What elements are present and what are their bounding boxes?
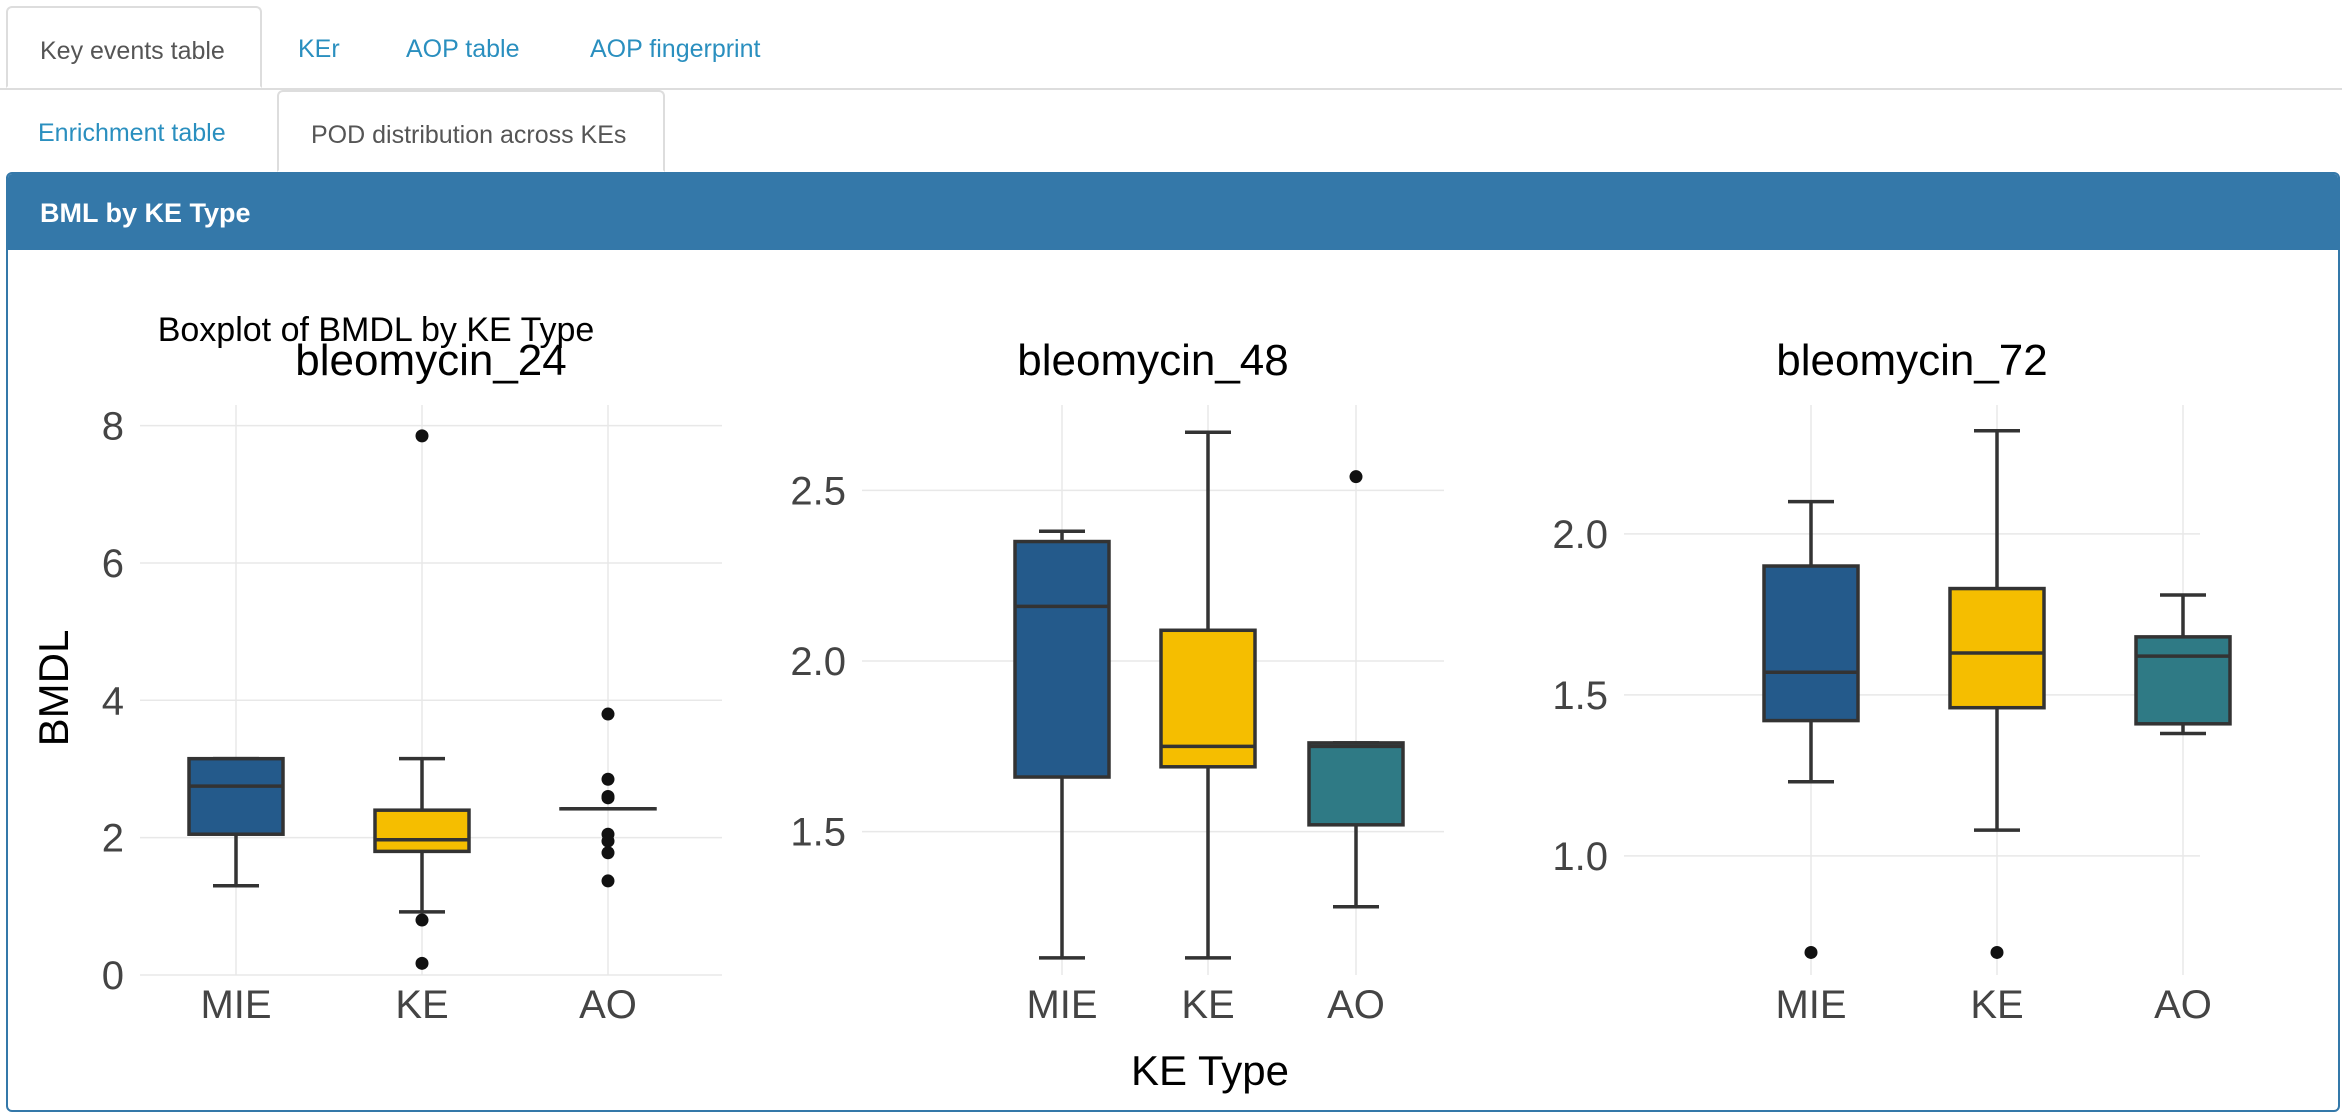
x-tick-label: KE bbox=[1181, 983, 1234, 1027]
outlier-point bbox=[416, 914, 429, 927]
box-mie bbox=[1015, 531, 1109, 958]
box-body bbox=[1015, 542, 1109, 778]
box-body bbox=[375, 810, 469, 851]
outlier-point bbox=[602, 708, 615, 721]
outlier-point bbox=[1350, 470, 1363, 483]
box-body bbox=[1764, 566, 1858, 721]
box-ao bbox=[2136, 595, 2230, 733]
y-tick-label: 2.5 bbox=[790, 469, 846, 513]
x-axis-label: KE Type bbox=[1131, 1047, 1289, 1094]
outlier-point bbox=[1805, 946, 1818, 959]
x-tick-label: MIE bbox=[1775, 983, 1846, 1027]
y-tick-label: 8 bbox=[102, 405, 124, 449]
outlier-point bbox=[602, 846, 615, 859]
outlier-point bbox=[1991, 946, 2004, 959]
box-body bbox=[189, 759, 283, 835]
box-body bbox=[2136, 637, 2230, 724]
facet-title: bleomycin_24 bbox=[295, 336, 567, 385]
y-tick-label: 0 bbox=[102, 954, 124, 998]
y-axis-label: BMDL bbox=[30, 630, 77, 747]
facet-title: bleomycin_48 bbox=[1017, 336, 1289, 385]
x-tick-label: KE bbox=[395, 983, 448, 1027]
outlier-point bbox=[416, 429, 429, 442]
y-tick-label: 2 bbox=[102, 817, 124, 861]
y-tick-label: 1.0 bbox=[1552, 835, 1608, 879]
y-tick-label: 1.5 bbox=[1552, 674, 1608, 718]
x-tick-label: AO bbox=[1327, 983, 1385, 1027]
x-tick-label: KE bbox=[1970, 983, 2023, 1027]
box-ke bbox=[1161, 432, 1255, 958]
outlier-point bbox=[416, 957, 429, 970]
y-tick-label: 6 bbox=[102, 542, 124, 586]
x-tick-label: MIE bbox=[1026, 983, 1097, 1027]
outlier-point bbox=[602, 791, 615, 804]
y-tick-label: 2.0 bbox=[1552, 513, 1608, 557]
outlier-point bbox=[602, 773, 615, 786]
box-body bbox=[1950, 589, 2044, 708]
box-body bbox=[1309, 743, 1403, 825]
outlier-point bbox=[602, 835, 615, 848]
box-mie bbox=[189, 759, 283, 886]
y-tick-label: 1.5 bbox=[790, 811, 846, 855]
y-tick-label: 2.0 bbox=[790, 640, 846, 684]
facet-title: bleomycin_72 bbox=[1776, 336, 2048, 385]
x-tick-label: MIE bbox=[200, 983, 271, 1027]
outlier-point bbox=[602, 874, 615, 887]
x-tick-label: AO bbox=[2154, 983, 2212, 1027]
y-tick-label: 4 bbox=[102, 679, 124, 723]
x-tick-label: AO bbox=[579, 983, 637, 1027]
